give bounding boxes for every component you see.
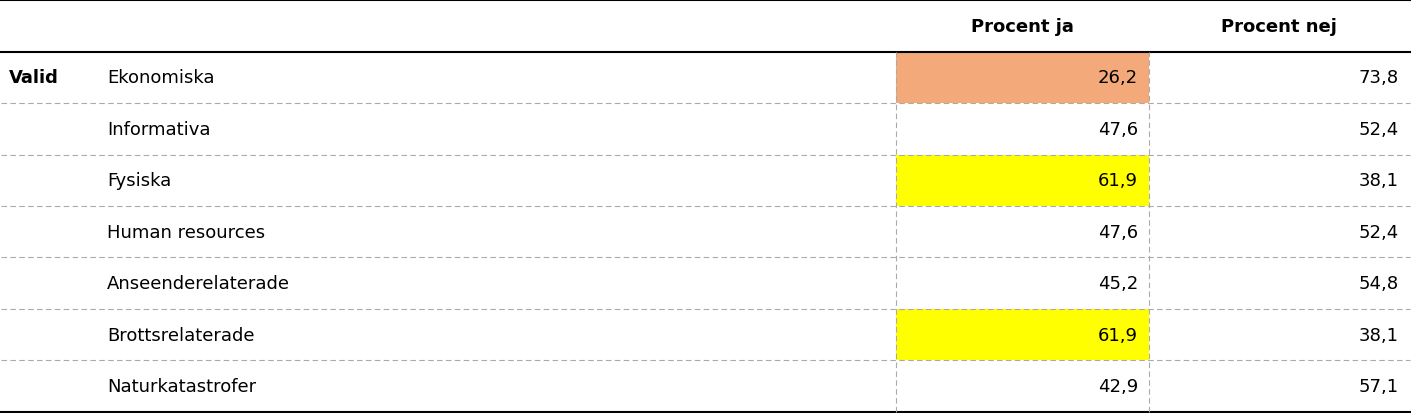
Text: 38,1: 38,1 bbox=[1359, 172, 1398, 190]
Text: Procent ja: Procent ja bbox=[971, 18, 1074, 36]
Text: 61,9: 61,9 bbox=[1098, 172, 1137, 190]
Text: 61,9: 61,9 bbox=[1098, 326, 1137, 344]
Text: Valid: Valid bbox=[8, 69, 58, 87]
Text: 73,8: 73,8 bbox=[1359, 69, 1398, 87]
Text: 47,6: 47,6 bbox=[1098, 121, 1137, 138]
Text: Human resources: Human resources bbox=[107, 223, 265, 241]
Bar bbox=[896, 53, 1149, 104]
Text: Fysiska: Fysiska bbox=[107, 172, 171, 190]
Text: 38,1: 38,1 bbox=[1359, 326, 1398, 344]
Text: 45,2: 45,2 bbox=[1098, 275, 1137, 292]
Text: Brottsrelaterade: Brottsrelaterade bbox=[107, 326, 254, 344]
Bar bbox=[896, 309, 1149, 360]
Text: 42,9: 42,9 bbox=[1098, 377, 1137, 395]
Text: Ekonomiska: Ekonomiska bbox=[107, 69, 214, 87]
Text: 54,8: 54,8 bbox=[1359, 275, 1398, 292]
Text: Procent nej: Procent nej bbox=[1222, 18, 1338, 36]
Text: Naturkatastrofer: Naturkatastrofer bbox=[107, 377, 257, 395]
Text: 47,6: 47,6 bbox=[1098, 223, 1137, 241]
Text: Informativa: Informativa bbox=[107, 121, 210, 138]
Bar bbox=[896, 155, 1149, 206]
Text: 52,4: 52,4 bbox=[1359, 121, 1398, 138]
Text: 52,4: 52,4 bbox=[1359, 223, 1398, 241]
Text: 26,2: 26,2 bbox=[1098, 69, 1137, 87]
Text: Anseenderelaterade: Anseenderelaterade bbox=[107, 275, 291, 292]
Text: 57,1: 57,1 bbox=[1359, 377, 1398, 395]
